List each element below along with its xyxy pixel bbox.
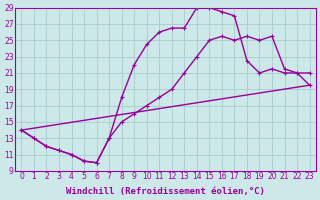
X-axis label: Windchill (Refroidissement éolien,°C): Windchill (Refroidissement éolien,°C) bbox=[66, 187, 265, 196]
